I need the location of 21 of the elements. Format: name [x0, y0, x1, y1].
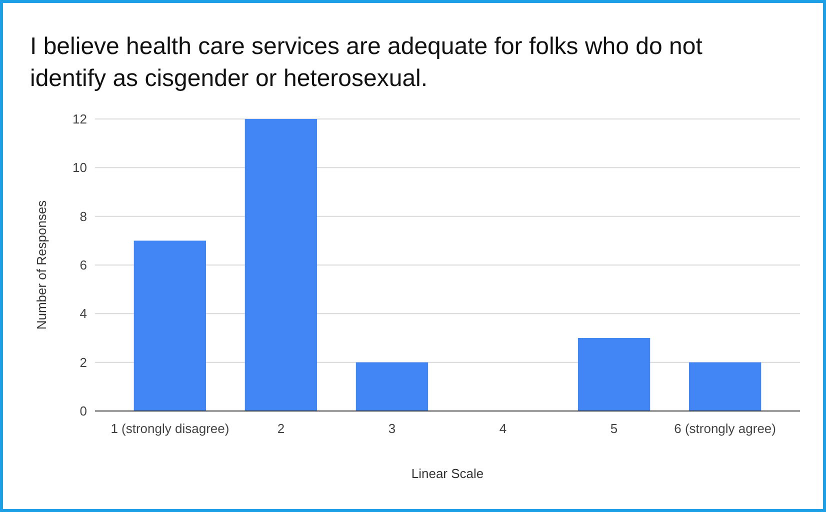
bar [134, 240, 206, 411]
x-tick-label: 5 [610, 421, 618, 436]
bar [244, 119, 318, 411]
x-tick-label: 2 [277, 421, 285, 436]
x-tick-label: 3 [388, 421, 396, 436]
y-tick-label: 12 [72, 112, 87, 127]
bar [578, 338, 650, 411]
y-tick-label: 2 [80, 354, 87, 370]
y-tick-label: 4 [80, 306, 87, 322]
x-tick-label: 6 (strongly agree) [674, 421, 776, 436]
y-axis-title: Number of Responses [34, 200, 49, 330]
bar [688, 362, 762, 411]
y-tick-label: 10 [72, 160, 87, 176]
bar [356, 362, 428, 411]
y-tick-label: 0 [80, 404, 87, 419]
chart-title: I believe health care services are adequate for folks who do not identify as cisgender or heterosexual. [30, 33, 703, 92]
y-tick-label: 8 [80, 208, 87, 224]
y-tick-label: 6 [80, 258, 87, 273]
x-axis-title: Linear Scale [411, 466, 484, 481]
x-tick-label: 1 (strongly disagree) [110, 421, 230, 436]
x-tick-label: 4 [499, 421, 507, 436]
